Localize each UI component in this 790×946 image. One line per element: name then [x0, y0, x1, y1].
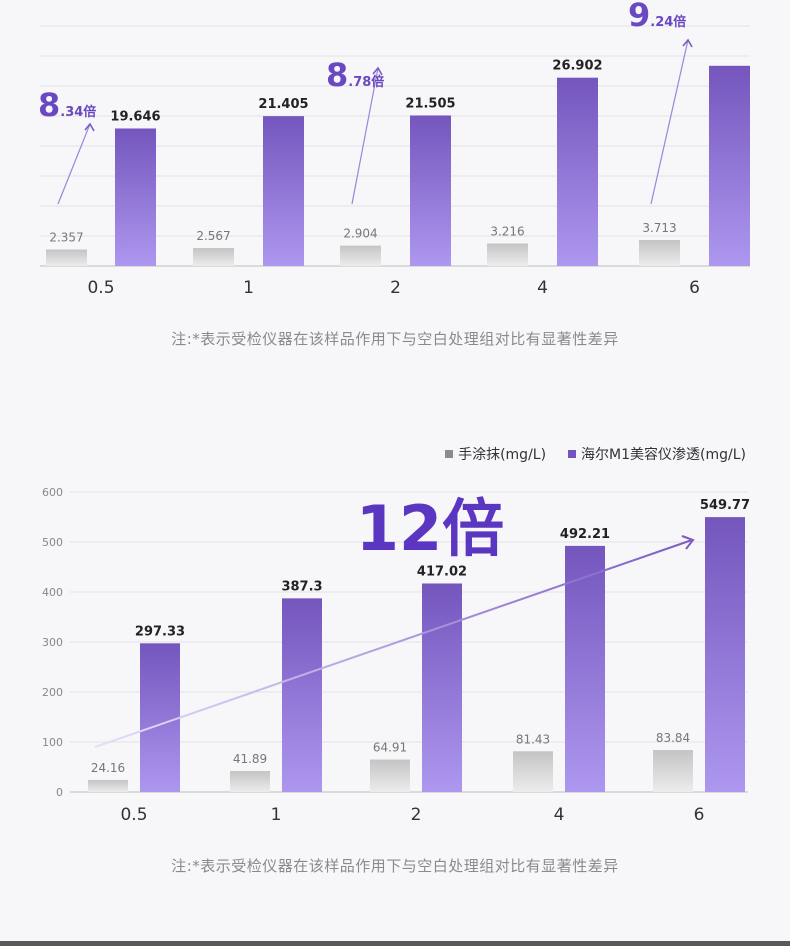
chart-top-note: 注:*表示受检仪器在该样品作用下与空白处理组对比有显著性差异: [171, 330, 619, 348]
y-tick-100: 100: [42, 736, 63, 749]
chart-top: 2.357 2.567 2.904 3.216 3.713 19.646 21.405 21.…: [0, 0, 790, 380]
legend: 手涂抹(mg/L) 海尔M1美容仪渗透(mg/L): [445, 444, 746, 464]
x-tick-bottom-1: 1: [271, 805, 282, 825]
x-tick-top-1: 1: [243, 278, 254, 298]
bar-label-device-1: 21.405: [258, 97, 308, 112]
y-tick-400: 400: [42, 586, 63, 599]
legend-swatch-gray: [445, 450, 454, 458]
bar-hand-0.5: [88, 779, 128, 792]
multiplier-label-2: 8.78倍: [326, 56, 384, 94]
bar-hand-1: [230, 771, 270, 792]
bar-label-device-0.5: 297.33: [135, 624, 185, 639]
bar-device-4: [565, 545, 605, 792]
bar-label-device-2: 417.02: [417, 564, 467, 579]
chart-bottom: 手涂抹(mg/L) 海尔M1美容仪渗透(mg/L) 0 100 200 300 400 5…: [0, 432, 790, 912]
bar-hand-2: [370, 759, 410, 792]
bar-device-4: [557, 77, 598, 266]
bar-hand-4: [487, 243, 528, 266]
legend-label-device: 海尔M1美容仪渗透(mg/L): [581, 447, 746, 463]
trend-arrow: [94, 539, 693, 748]
x-tick-top-6: 6: [689, 278, 700, 298]
multiplier-arrow-2: [351, 67, 379, 205]
bar-hand-6: [639, 240, 680, 266]
bar-hand-2: [340, 245, 381, 266]
bar-device-6: [709, 65, 750, 266]
bar-label-hand-1: 2.567: [196, 229, 230, 243]
bar-label-hand-2: 2.904: [343, 227, 377, 241]
bar-device-6: [705, 517, 745, 792]
bar-label-device-1: 387.3: [281, 579, 322, 594]
bar-device-2: [422, 583, 462, 792]
bottom-divider: [0, 941, 790, 946]
x-tick-bottom-6: 6: [694, 805, 705, 825]
multiplier-arrowhead-6: [682, 38, 693, 48]
trend-arrowhead: [681, 535, 695, 550]
bar-label-hand-4: 81.43: [516, 732, 550, 746]
bar-label-device-6: 549.77: [700, 498, 750, 513]
bar-hand-1: [193, 248, 234, 266]
y-tick-600: 600: [42, 486, 63, 499]
multiplier-arrow-0.5: [57, 123, 91, 205]
bar-label-hand-1: 41.89: [233, 752, 267, 766]
y-tick-500: 500: [42, 536, 63, 549]
x-tick-bottom-0.5: 0.5: [120, 805, 147, 825]
bar-label-hand-6: 83.84: [656, 731, 690, 745]
big-multiplier: 12倍: [356, 492, 504, 565]
y-tick-300: 300: [42, 636, 63, 649]
multiplier-arrowhead-0.5: [84, 122, 95, 132]
chart-bottom-note: 注:*表示受检仪器在该样品作用下与空白处理组对比有显著性差异: [171, 857, 619, 875]
y-tick-200: 200: [42, 686, 63, 699]
multiplier-arrowhead-2: [372, 66, 383, 76]
bar-device-1: [282, 598, 322, 792]
bar-label-device-4: 26.902: [552, 59, 602, 74]
legend-item-device: 海尔M1美容仪渗透(mg/L): [568, 444, 746, 464]
bar-device-0.5: [115, 128, 156, 266]
bar-label-hand-6: 3.713: [642, 221, 676, 235]
x-tick-bottom-4: 4: [554, 805, 565, 825]
x-tick-top-2: 2: [390, 278, 401, 298]
bar-label-hand-2: 64.91: [373, 741, 407, 755]
bar-device-1: [263, 116, 304, 266]
x-tick-bottom-2: 2: [411, 805, 422, 825]
bar-label-hand-0.5: 2.357: [49, 231, 83, 245]
x-tick-top-0.5: 0.5: [87, 278, 114, 298]
multiplier-arrow-6: [650, 39, 689, 205]
bar-device-0.5: [140, 643, 180, 792]
legend-item-hand: 手涂抹(mg/L): [445, 444, 546, 464]
y-tick-0: 0: [56, 786, 63, 799]
bar-hand-6: [653, 750, 693, 792]
bar-device-2: [410, 115, 451, 266]
bar-hand-0.5: [46, 249, 87, 266]
legend-swatch-purple: [568, 450, 577, 458]
bar-label-device-4: 492.21: [560, 527, 610, 542]
legend-label-hand: 手涂抹(mg/L): [458, 447, 547, 463]
x-tick-top-4: 4: [537, 278, 548, 298]
chart-top-svg: 2.357 2.567 2.904 3.216 3.713 19.646 21.405 21.…: [38, 0, 750, 298]
multiplier-label-0.5: 8.34倍: [38, 86, 96, 124]
bar-label-device-0.5: 19.646: [110, 109, 160, 124]
bar-hand-4: [513, 751, 553, 792]
bar-label-hand-4: 3.216: [490, 224, 524, 238]
bar-label-device-2: 21.505: [405, 96, 455, 111]
chart-bottom-svg: 0 100 200 300 400 500 600 24.16 41.89 64.91 81.43 8…: [42, 486, 750, 825]
multiplier-label-6: 9.24倍: [628, 0, 686, 34]
bar-label-hand-0.5: 24.16: [91, 761, 125, 775]
